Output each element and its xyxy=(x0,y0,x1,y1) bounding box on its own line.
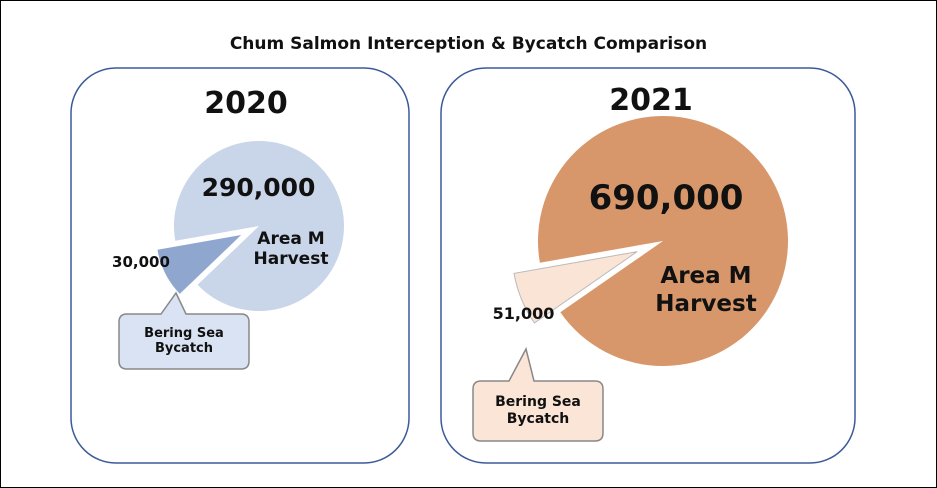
callout-label: Bering Sea Bycatch xyxy=(144,325,224,357)
pie-slice xyxy=(173,140,344,311)
slice-label: Area M Harvest xyxy=(253,229,329,270)
pie-slice xyxy=(513,251,638,324)
slice-label: Area M Harvest xyxy=(655,263,757,317)
value-label: 30,000 xyxy=(112,253,170,271)
panel xyxy=(70,67,410,464)
pie-slice xyxy=(157,235,242,294)
value-label: 51,000 xyxy=(492,304,555,323)
callout-label: Bering Sea Bycatch xyxy=(495,394,581,427)
panel-title: 2021 xyxy=(609,83,693,118)
callout xyxy=(118,291,250,370)
value-label: 690,000 xyxy=(588,178,744,218)
value-label: 290,000 xyxy=(201,173,316,202)
chart-title: Chum Salmon Interception & Bycatch Compa… xyxy=(229,34,708,54)
panel-title: 2020 xyxy=(204,86,288,121)
panel xyxy=(440,67,856,464)
callout xyxy=(472,346,604,442)
pie-slice xyxy=(538,116,789,367)
